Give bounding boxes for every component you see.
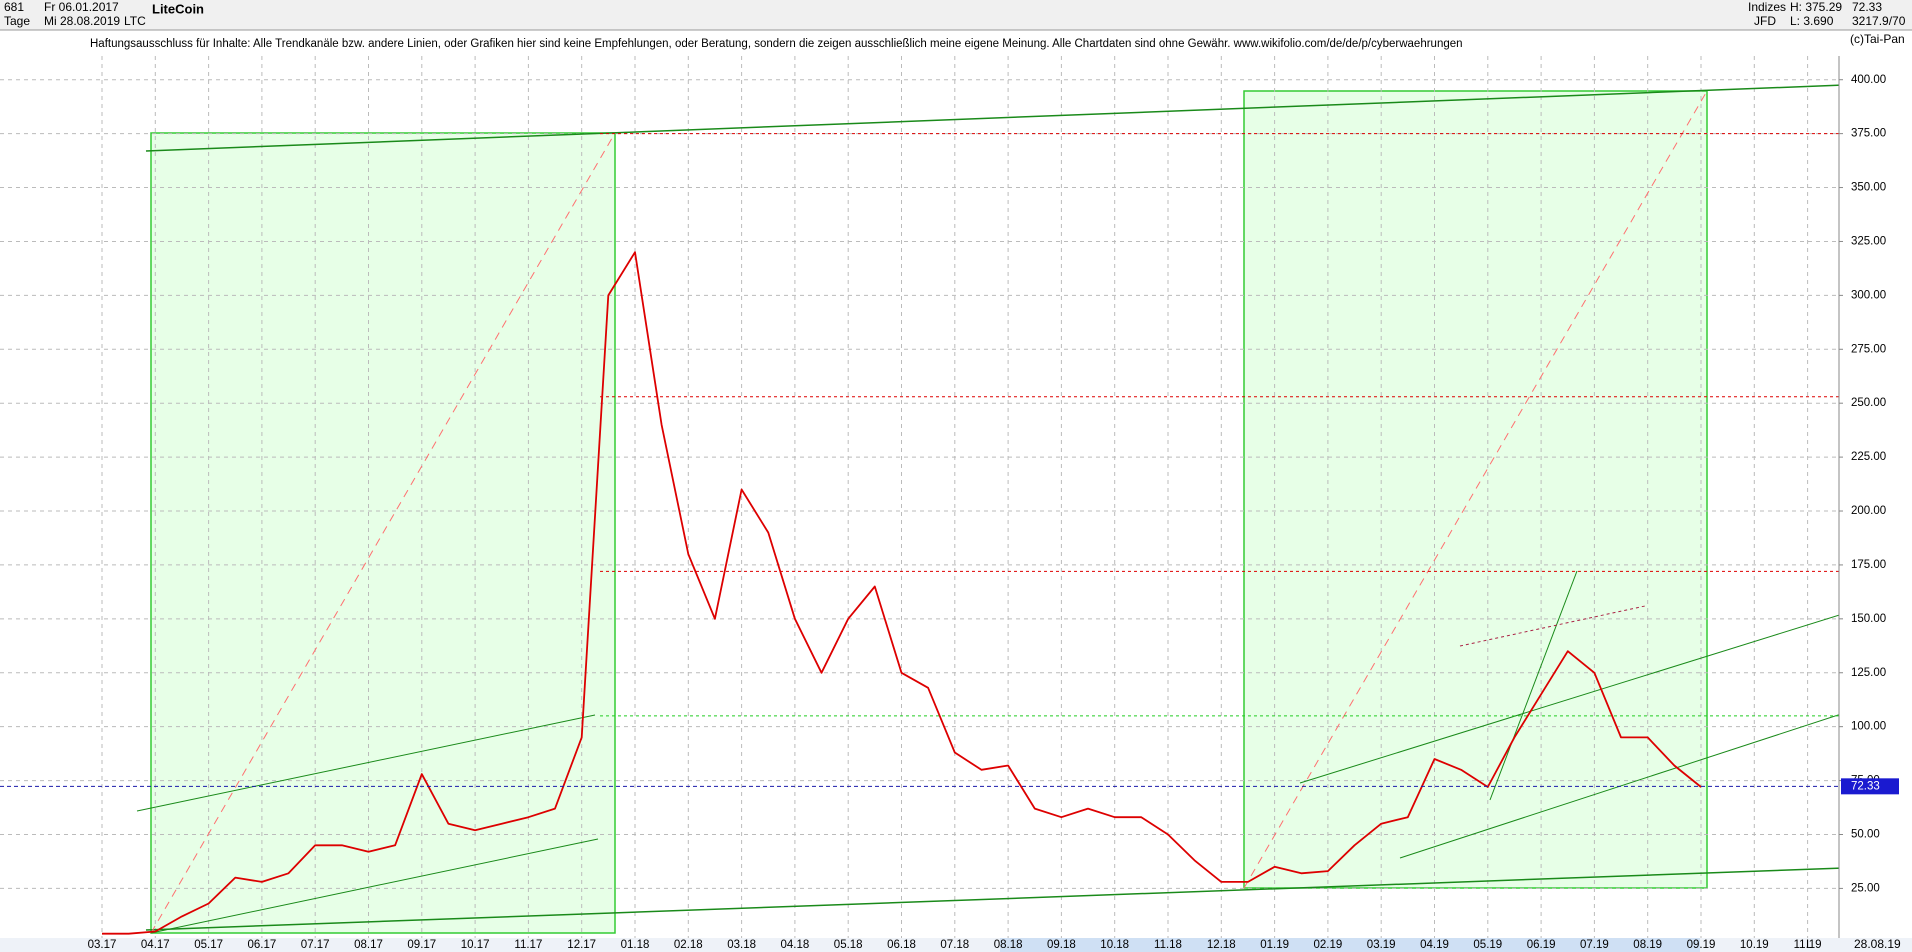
x-tick-label: 05.17 [194,939,223,951]
x-tick-label: 09.18 [1047,939,1076,951]
x-tick-label: 12.17 [567,939,596,951]
channel-line [150,838,599,934]
x-tick-label: 07.17 [301,939,330,951]
disclaimer: Haftungsausschluss für Inhalte: Alle Tre… [90,38,1463,50]
y-tick-label: 350.00 [1851,182,1886,194]
diagonal [150,132,616,934]
extra: 3217.9/70 [1852,14,1906,28]
source: JFD [1754,14,1776,28]
from-date: Fr 06.01.2017 [44,0,119,14]
channel-line [136,714,596,812]
x-tick-label: 10.17 [461,939,490,951]
x-tick-label: 04.19 [1420,939,1449,951]
x-tick-label: 08.19 [1633,939,1662,951]
y-tick-label: 175.00 [1851,559,1886,571]
y-tick-label: 150.00 [1851,613,1886,625]
price-line [102,251,1702,935]
x-tick-label: 11.19 [1794,939,1822,951]
x-axis-highlight [1000,938,1700,952]
y-tick-label: 250.00 [1851,397,1886,409]
box [1243,90,1708,889]
y-tick-label: 125.00 [1851,667,1886,679]
footer-mode: L [1806,937,1813,951]
last-price-header: 72.33 [1852,0,1882,14]
x-tick-label: 01.18 [621,939,650,951]
count[interactable]: 681 [4,0,24,14]
y-tick-label: 400.00 [1851,74,1886,86]
chart-title: LiteCoin [152,1,204,16]
y-tick-label: 25.00 [1851,882,1880,894]
x-tick-label: 11.18 [1154,939,1182,951]
x-tick-label: 06.19 [1527,939,1556,951]
y-tick-label: 50.00 [1851,829,1880,841]
y-tick-label: 100.00 [1851,721,1886,733]
copyright: (c)Tai-Pan [1850,32,1905,46]
symbol: LTC [124,14,146,28]
to-date: Mi 28.08.2019 [44,14,120,28]
x-tick-label: 10.19 [1740,939,1769,951]
x-tick-label: 04.17 [141,939,170,951]
x-tick-label: 03.18 [727,939,756,951]
x-tick-label: 12.18 [1207,939,1236,951]
footer-date: 28.08.19 [1854,937,1901,951]
x-tick-label: 08.17 [354,939,383,951]
header-bar [0,0,1912,30]
x-tick-label: 05.19 [1473,939,1502,951]
channel-line [1459,605,1646,647]
y-tick-label: 325.00 [1851,235,1886,247]
x-tick-label: 07.19 [1580,939,1609,951]
trend-line [145,867,1845,931]
x-tick-label: 03.17 [88,939,117,951]
channel-line [1399,701,1879,859]
x-tick-label: 03.19 [1367,939,1396,951]
group: Indizes [1748,0,1786,14]
x-tick-label: 04.18 [781,939,810,951]
x-tick-label: 10.18 [1100,939,1129,951]
x-tick-label: 02.18 [674,939,703,951]
y-tick-label: 300.00 [1851,289,1886,301]
y-tick-label: 375.00 [1851,128,1886,140]
x-tick-label: 06.17 [248,939,277,951]
y-tick-label: 200.00 [1851,505,1886,517]
x-tick-label: 11.17 [514,939,542,951]
x-tick-label: 02.19 [1314,939,1343,951]
period[interactable]: Tage [4,14,30,28]
x-tick-label: 08.18 [994,939,1023,951]
y-tick-label: 275.00 [1851,343,1886,355]
low: L: 3.690 [1790,14,1834,28]
x-tick-label: 07.18 [940,939,969,951]
last-price-label: 72.33 [1851,780,1880,792]
x-tick-label: 06.18 [887,939,916,951]
x-tick-label: 01.19 [1260,939,1289,951]
last-price-box [1841,778,1899,795]
x-tick-label: 09.19 [1687,939,1716,951]
high: H: 375.29 [1790,0,1842,14]
y-tick-label: 225.00 [1851,451,1886,463]
x-tick-label: 09.17 [407,939,436,951]
trend-line [145,84,1845,152]
channel-line [1489,570,1578,801]
x-tick-label: 05.18 [834,939,863,951]
channel-line [1299,602,1879,784]
